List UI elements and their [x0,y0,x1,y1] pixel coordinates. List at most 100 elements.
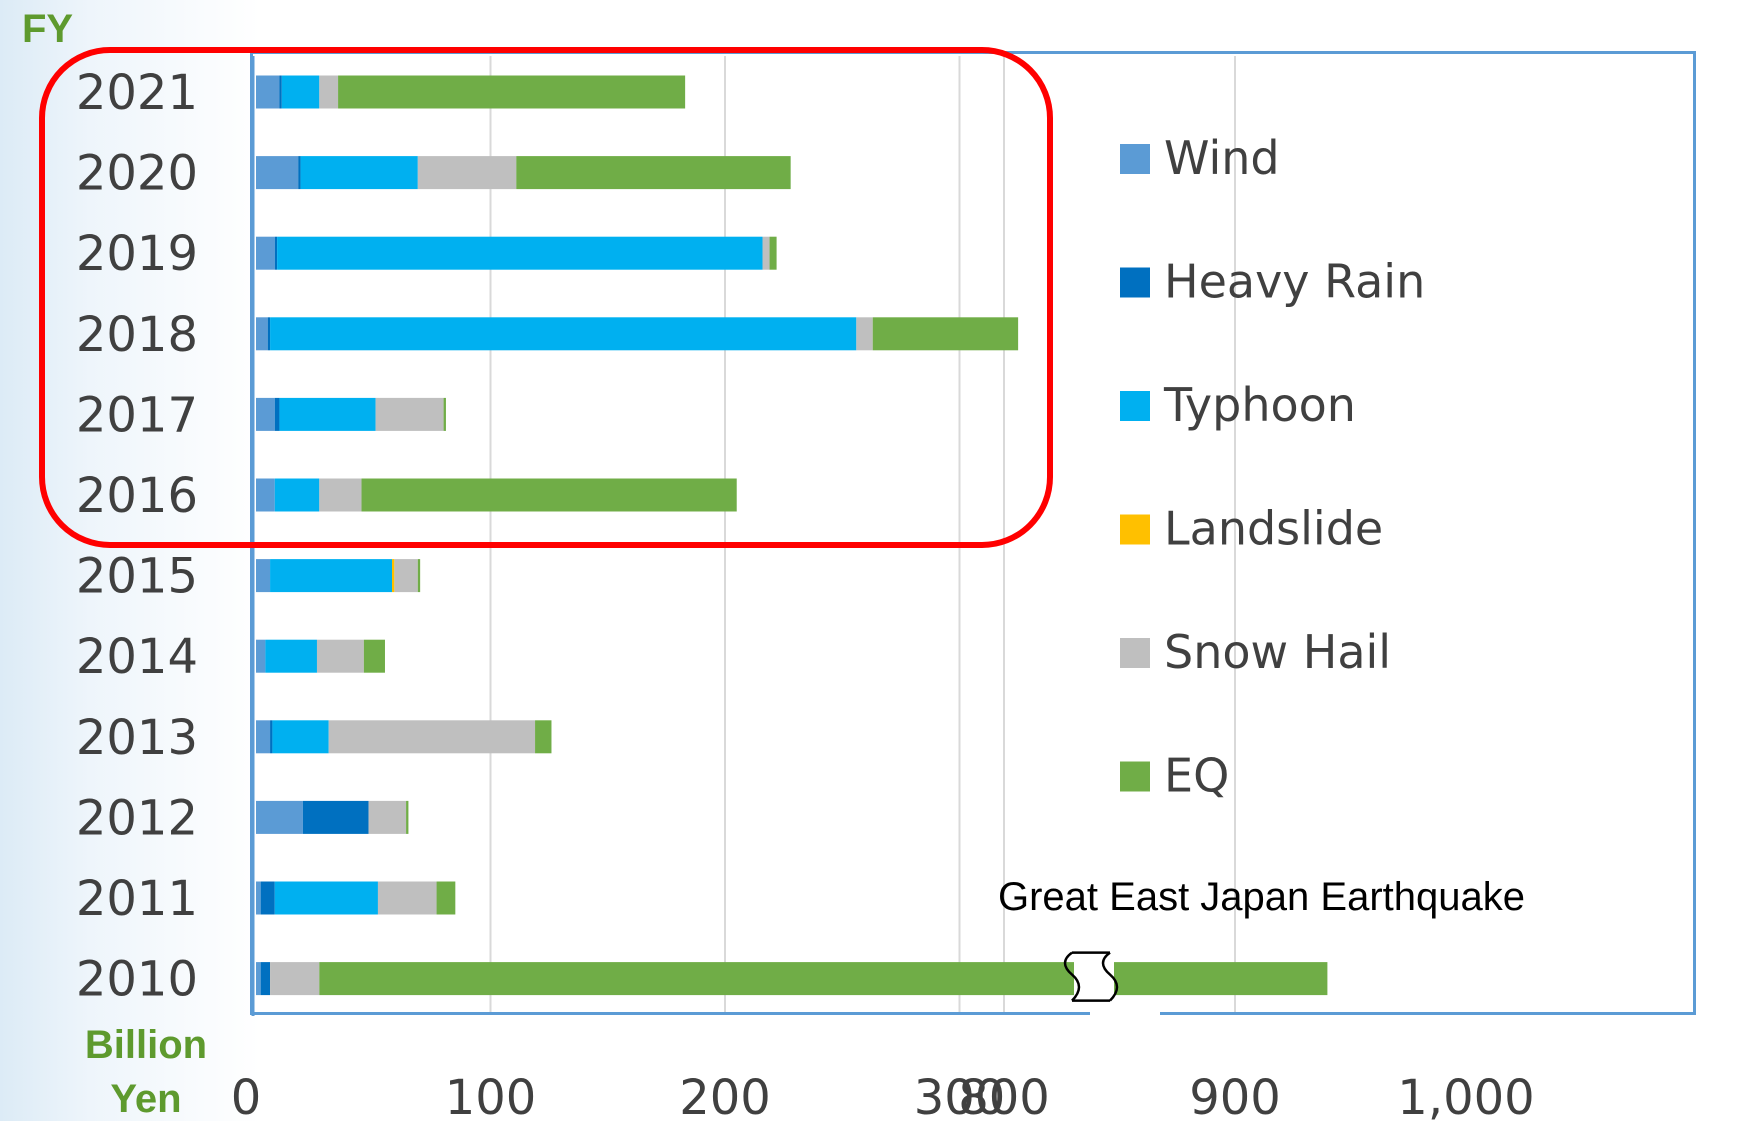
bar-2017-wind [256,397,275,431]
bar-2018-heavy-rain [267,317,271,351]
bar-2018-wind [256,317,268,351]
bar-2020-typhoon [300,156,418,190]
bar-2017-typhoon [279,397,376,431]
bar-2020-eq [516,156,791,190]
break-gap [1074,956,1114,1001]
legend-swatch-wind [1120,144,1150,174]
legend-label-typhoon: Typhoon [1163,378,1356,432]
bar-2020-heavy-rain [298,156,301,190]
x-axis-title-line2: Yen [110,1077,181,1121]
bar-2012-eq [406,800,409,834]
gridlines [251,56,1236,1016]
bar-2016-snow-hail [319,478,362,512]
annotation-great-east-japan-earthquake: Great East Japan Earthquake [998,875,1525,919]
bar-2014-typhoon [265,639,317,673]
bar-2012-heavy-rain [302,800,369,834]
bar-2010-heavy-rain [260,962,271,996]
bar-2010-snow-hail [270,962,320,996]
y-tick-2020: 2020 [76,146,198,202]
bar-2015-eq [417,559,421,593]
bar-2018-eq [872,317,1019,351]
bar-2014-wind [256,639,266,673]
bar-2012-snow-hail [368,800,407,834]
bar-2011-typhoon [274,881,378,915]
bar-2010-wind [256,962,261,996]
bar-2017-snow-hail [375,397,444,431]
bar-2019-heavy-rain [274,236,278,270]
bar-2018-typhoon [270,317,857,351]
bar-2011-wind [256,881,261,915]
y-tick-2014: 2014 [76,629,198,685]
legend-label-wind: Wind [1164,131,1280,185]
bar-2013-eq [535,720,552,754]
x-tick-800: 800 [958,1070,1050,1121]
y-axis-title: FY [22,7,73,51]
bar-2015-typhoon [270,559,393,593]
bar-2012-wind [256,800,303,834]
y-tick-2011: 2011 [76,871,198,927]
break-line-left [1063,951,1081,1002]
bar-2021-eq [338,75,686,109]
bar-2021-wind [256,75,280,109]
legend-label-landslide: Landslide [1164,502,1383,556]
bar-2011-snow-hail [377,881,437,915]
bar-2019-typhoon [277,236,763,270]
bar-2016-wind [256,478,275,512]
bar-2013-snow-hail [328,720,536,754]
bar-2021-typhoon [281,75,320,109]
legend: Wind Heavy Rain Typhoon Landslide Snow Hail E… [1120,131,1425,803]
legend-swatch-eq [1120,761,1150,792]
y-tick-2021: 2021 [76,65,198,121]
x-tick-0: 0 [231,1070,262,1121]
bar-2015-wind [256,559,271,593]
bar-2016-eq [361,478,737,512]
x-tick-1000: 1,000 [1397,1070,1534,1121]
x-tick-100: 100 [445,1070,537,1121]
break-line-right [1101,951,1119,1002]
highlight-box [39,47,1053,548]
y-tick-2015: 2015 [76,549,198,605]
x-tick-200: 200 [679,1070,771,1121]
bar-2015-snow-hail [394,559,418,593]
y-tick-2013: 2013 [76,710,198,766]
bar-2020-wind [256,156,299,190]
bar-2014-snow-hail [316,639,364,673]
bar-2017-eq [443,397,446,431]
y-tick-2019: 2019 [76,226,198,282]
legend-swatch-heavy-rain [1120,267,1150,298]
legend-swatch-typhoon [1120,391,1150,421]
bar-2016-typhoon [274,478,320,512]
y-tick-2018: 2018 [76,307,198,363]
y-tick-2017: 2017 [76,387,198,443]
bar-2013-heavy-rain [270,720,273,754]
y-tick-labels: 2021 2020 2019 2018 2017 2016 2015 2014 2013 2012… [76,65,198,1008]
x-axis-title-line1: Billion [85,1023,207,1067]
bar-2019-wind [256,236,275,270]
bar-2013-wind [256,720,271,754]
legend-label-heavy-rain: Heavy Rain [1164,255,1425,309]
bar-2019-snow-hail [762,236,770,270]
bar-2019-eq [769,236,777,270]
bar-2020-snow-hail [417,156,517,190]
bar-2021-snow-hail [319,75,339,109]
legend-swatch-snow-hail [1120,638,1150,668]
bar-2014-eq [363,639,385,673]
bar-2011-eq [436,881,456,915]
bar-2021-heavy-rain [279,75,282,109]
bars [256,75,1328,996]
bar-2010-eq [319,962,1328,996]
legend-label-eq: EQ [1164,749,1229,803]
bar-2015-landslide [392,559,395,593]
x-tick-300: 300 [914,1070,1006,1121]
bar-2018-snow-hail [856,317,873,351]
axis-break [1063,951,1160,1016]
bar-2017-heavy-rain [274,397,280,431]
legend-label-snow-hail: Snow Hail [1164,625,1391,679]
y-tick-2010: 2010 [76,952,198,1008]
y-tick-2016: 2016 [76,468,198,524]
bar-2011-heavy-rain [260,881,275,915]
bar-2013-typhoon [272,720,329,754]
x-tick-900: 900 [1189,1070,1281,1121]
